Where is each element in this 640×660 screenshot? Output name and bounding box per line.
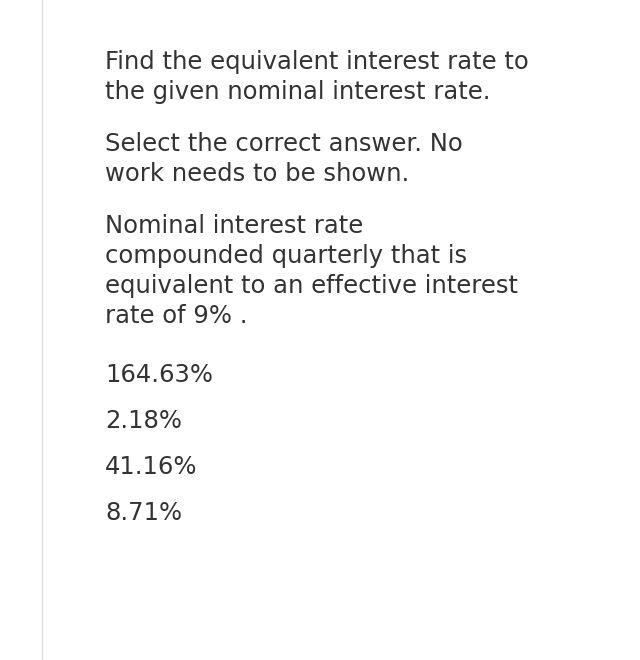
Text: 41.16%: 41.16% xyxy=(105,455,198,478)
Text: 8.71%: 8.71% xyxy=(105,500,182,525)
Text: equivalent to an effective interest: equivalent to an effective interest xyxy=(105,274,518,298)
Text: 164.63%: 164.63% xyxy=(105,362,213,387)
Text: rate of 9% .: rate of 9% . xyxy=(105,304,248,328)
Text: Nominal interest rate: Nominal interest rate xyxy=(105,214,364,238)
Text: Find the equivalent interest rate to: Find the equivalent interest rate to xyxy=(105,50,529,74)
Text: compounded quarterly that is: compounded quarterly that is xyxy=(105,244,467,268)
Text: Select the correct answer. No: Select the correct answer. No xyxy=(105,132,463,156)
Text: work needs to be shown.: work needs to be shown. xyxy=(105,162,409,186)
Text: 2.18%: 2.18% xyxy=(105,409,182,432)
Text: the given nominal interest rate.: the given nominal interest rate. xyxy=(105,80,490,104)
